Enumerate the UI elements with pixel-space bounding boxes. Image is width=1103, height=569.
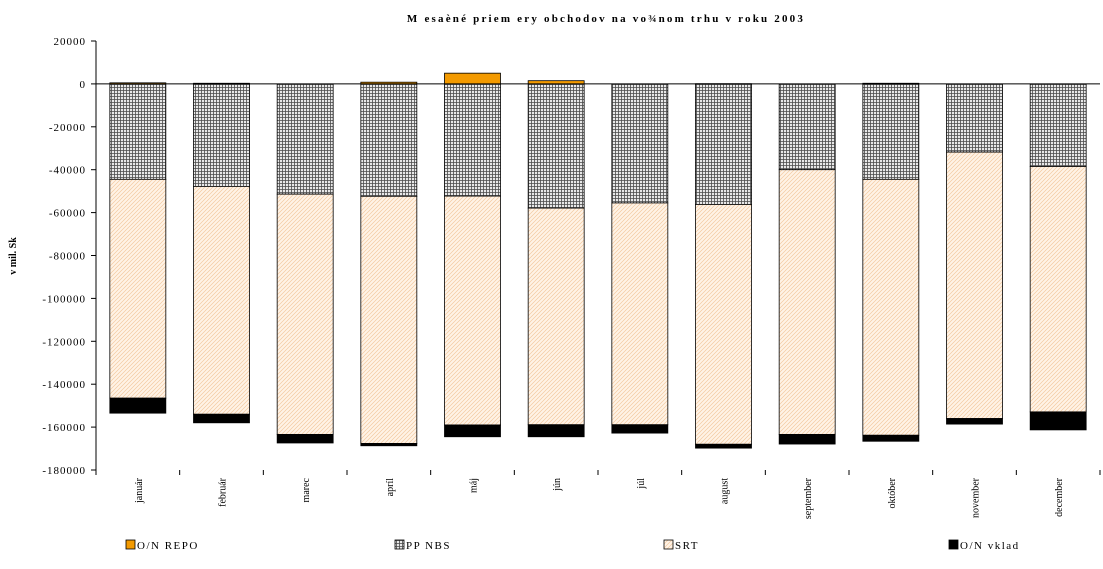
bar-o-n-repo-m-j <box>444 72 501 85</box>
x-tick-label: január <box>134 477 145 504</box>
bar-o-n-vklad-november <box>946 418 1003 425</box>
y-tick-label: -80000 <box>49 251 86 263</box>
bar-o-n-vklad-august <box>695 443 752 449</box>
bar-pp-nbs-marec <box>276 83 334 195</box>
y-axis-label: v mil. Sk <box>8 237 19 275</box>
bar-srt-apr-l <box>360 195 418 444</box>
bar-pp-nbs-september <box>778 83 836 171</box>
bar-o-n-vklad-janu-r <box>109 397 167 414</box>
x-tick-label: júl <box>636 478 647 490</box>
legend-item-o-n-repo: O/N REPO <box>125 539 199 552</box>
legend-swatch <box>663 539 674 550</box>
legend-label: O/N vklad <box>960 540 1020 552</box>
x-tick-label: máj <box>469 478 480 493</box>
y-axis-ticks: 20000 0 -20000 -40000 -60000 -80000 -100000 -12… <box>42 36 96 477</box>
bar-srt-m-j <box>444 195 501 426</box>
x-axis-tick-labels: január február marec apríl máj jún júl august se… <box>134 477 1065 519</box>
bar-o-n-vklad-j-n <box>527 424 585 438</box>
bar-o-n-vklad-febru-r <box>193 413 250 424</box>
bar-srt-j-l <box>611 202 669 426</box>
bar-srt-august <box>695 204 752 445</box>
bar-o-n-vklad-apr-l <box>360 443 418 447</box>
legend-swatch <box>948 539 959 550</box>
bar-pp-nbs-febru-r <box>193 83 250 187</box>
bars-group <box>109 72 1087 449</box>
bar-srt-marec <box>276 193 334 435</box>
y-tick-label: -140000 <box>42 379 86 391</box>
x-tick-label: február <box>218 477 229 507</box>
bar-pp-nbs-apr-l <box>360 83 418 197</box>
y-tick-label: -60000 <box>49 208 86 220</box>
axes <box>95 41 1101 475</box>
y-tick-label: 0 <box>80 79 87 91</box>
x-tick-label: september <box>803 477 814 519</box>
y-tick-label: -160000 <box>42 422 86 434</box>
legend: O/N REPO PP NBS SRT O/N vklad <box>125 539 1020 552</box>
bar-srt-december <box>1029 166 1087 413</box>
bar-srt-j-n <box>527 207 585 426</box>
bar-srt-janu-r <box>109 178 167 399</box>
bar-pp-nbs-janu-r <box>109 83 167 180</box>
x-tick-label: apríl <box>385 478 396 497</box>
bar-pp-nbs-j-n <box>527 83 585 209</box>
x-tick-label: október <box>887 477 898 508</box>
bar-pp-nbs-okt-ber <box>862 83 920 180</box>
bar-pp-nbs-august <box>695 83 752 205</box>
legend-swatch <box>125 539 136 550</box>
x-tick-label: marec <box>301 477 312 502</box>
legend-item-pp-nbs: PP NBS <box>394 539 451 552</box>
bar-srt-september <box>778 169 836 435</box>
bar-pp-nbs-j-l <box>611 83 669 204</box>
bar-o-n-vklad-j-l <box>611 424 669 434</box>
x-tick-label: jún <box>552 478 563 492</box>
bar-srt-febru-r <box>193 186 250 415</box>
legend-label: O/N REPO <box>137 540 199 552</box>
y-tick-label: 20000 <box>54 36 87 48</box>
x-tick-label: december <box>1054 477 1065 517</box>
bar-o-n-vklad-september <box>778 433 836 445</box>
y-tick-label: -40000 <box>49 165 86 177</box>
bar-srt-okt-ber <box>862 178 920 436</box>
y-tick-label: -120000 <box>42 336 86 348</box>
x-tick-label: august <box>720 478 731 504</box>
y-tick-label: -100000 <box>42 293 86 305</box>
bar-srt-november <box>946 151 1003 419</box>
x-tick-label: november <box>971 477 982 518</box>
bar-o-n-vklad-december <box>1029 411 1087 431</box>
bar-pp-nbs-november <box>946 83 1003 153</box>
bar-o-n-vklad-okt-ber <box>862 434 920 442</box>
legend-swatch <box>394 539 405 550</box>
bar-o-n-vklad-m-j <box>444 424 501 438</box>
chart-title: M esaèné priem ery obchodov na vo¾nom tr… <box>407 13 805 25</box>
y-tick-label: -180000 <box>42 465 86 477</box>
legend-item-o-n-vklad: O/N vklad <box>948 539 1020 552</box>
legend-label: SRT <box>675 540 699 552</box>
y-tick-label: -20000 <box>49 122 86 134</box>
legend-item-srt: SRT <box>663 539 699 552</box>
bar-pp-nbs-december <box>1029 83 1087 167</box>
bar-o-n-vklad-marec <box>276 433 334 444</box>
legend-label: PP NBS <box>406 540 451 552</box>
bar-pp-nbs-m-j <box>444 83 501 197</box>
